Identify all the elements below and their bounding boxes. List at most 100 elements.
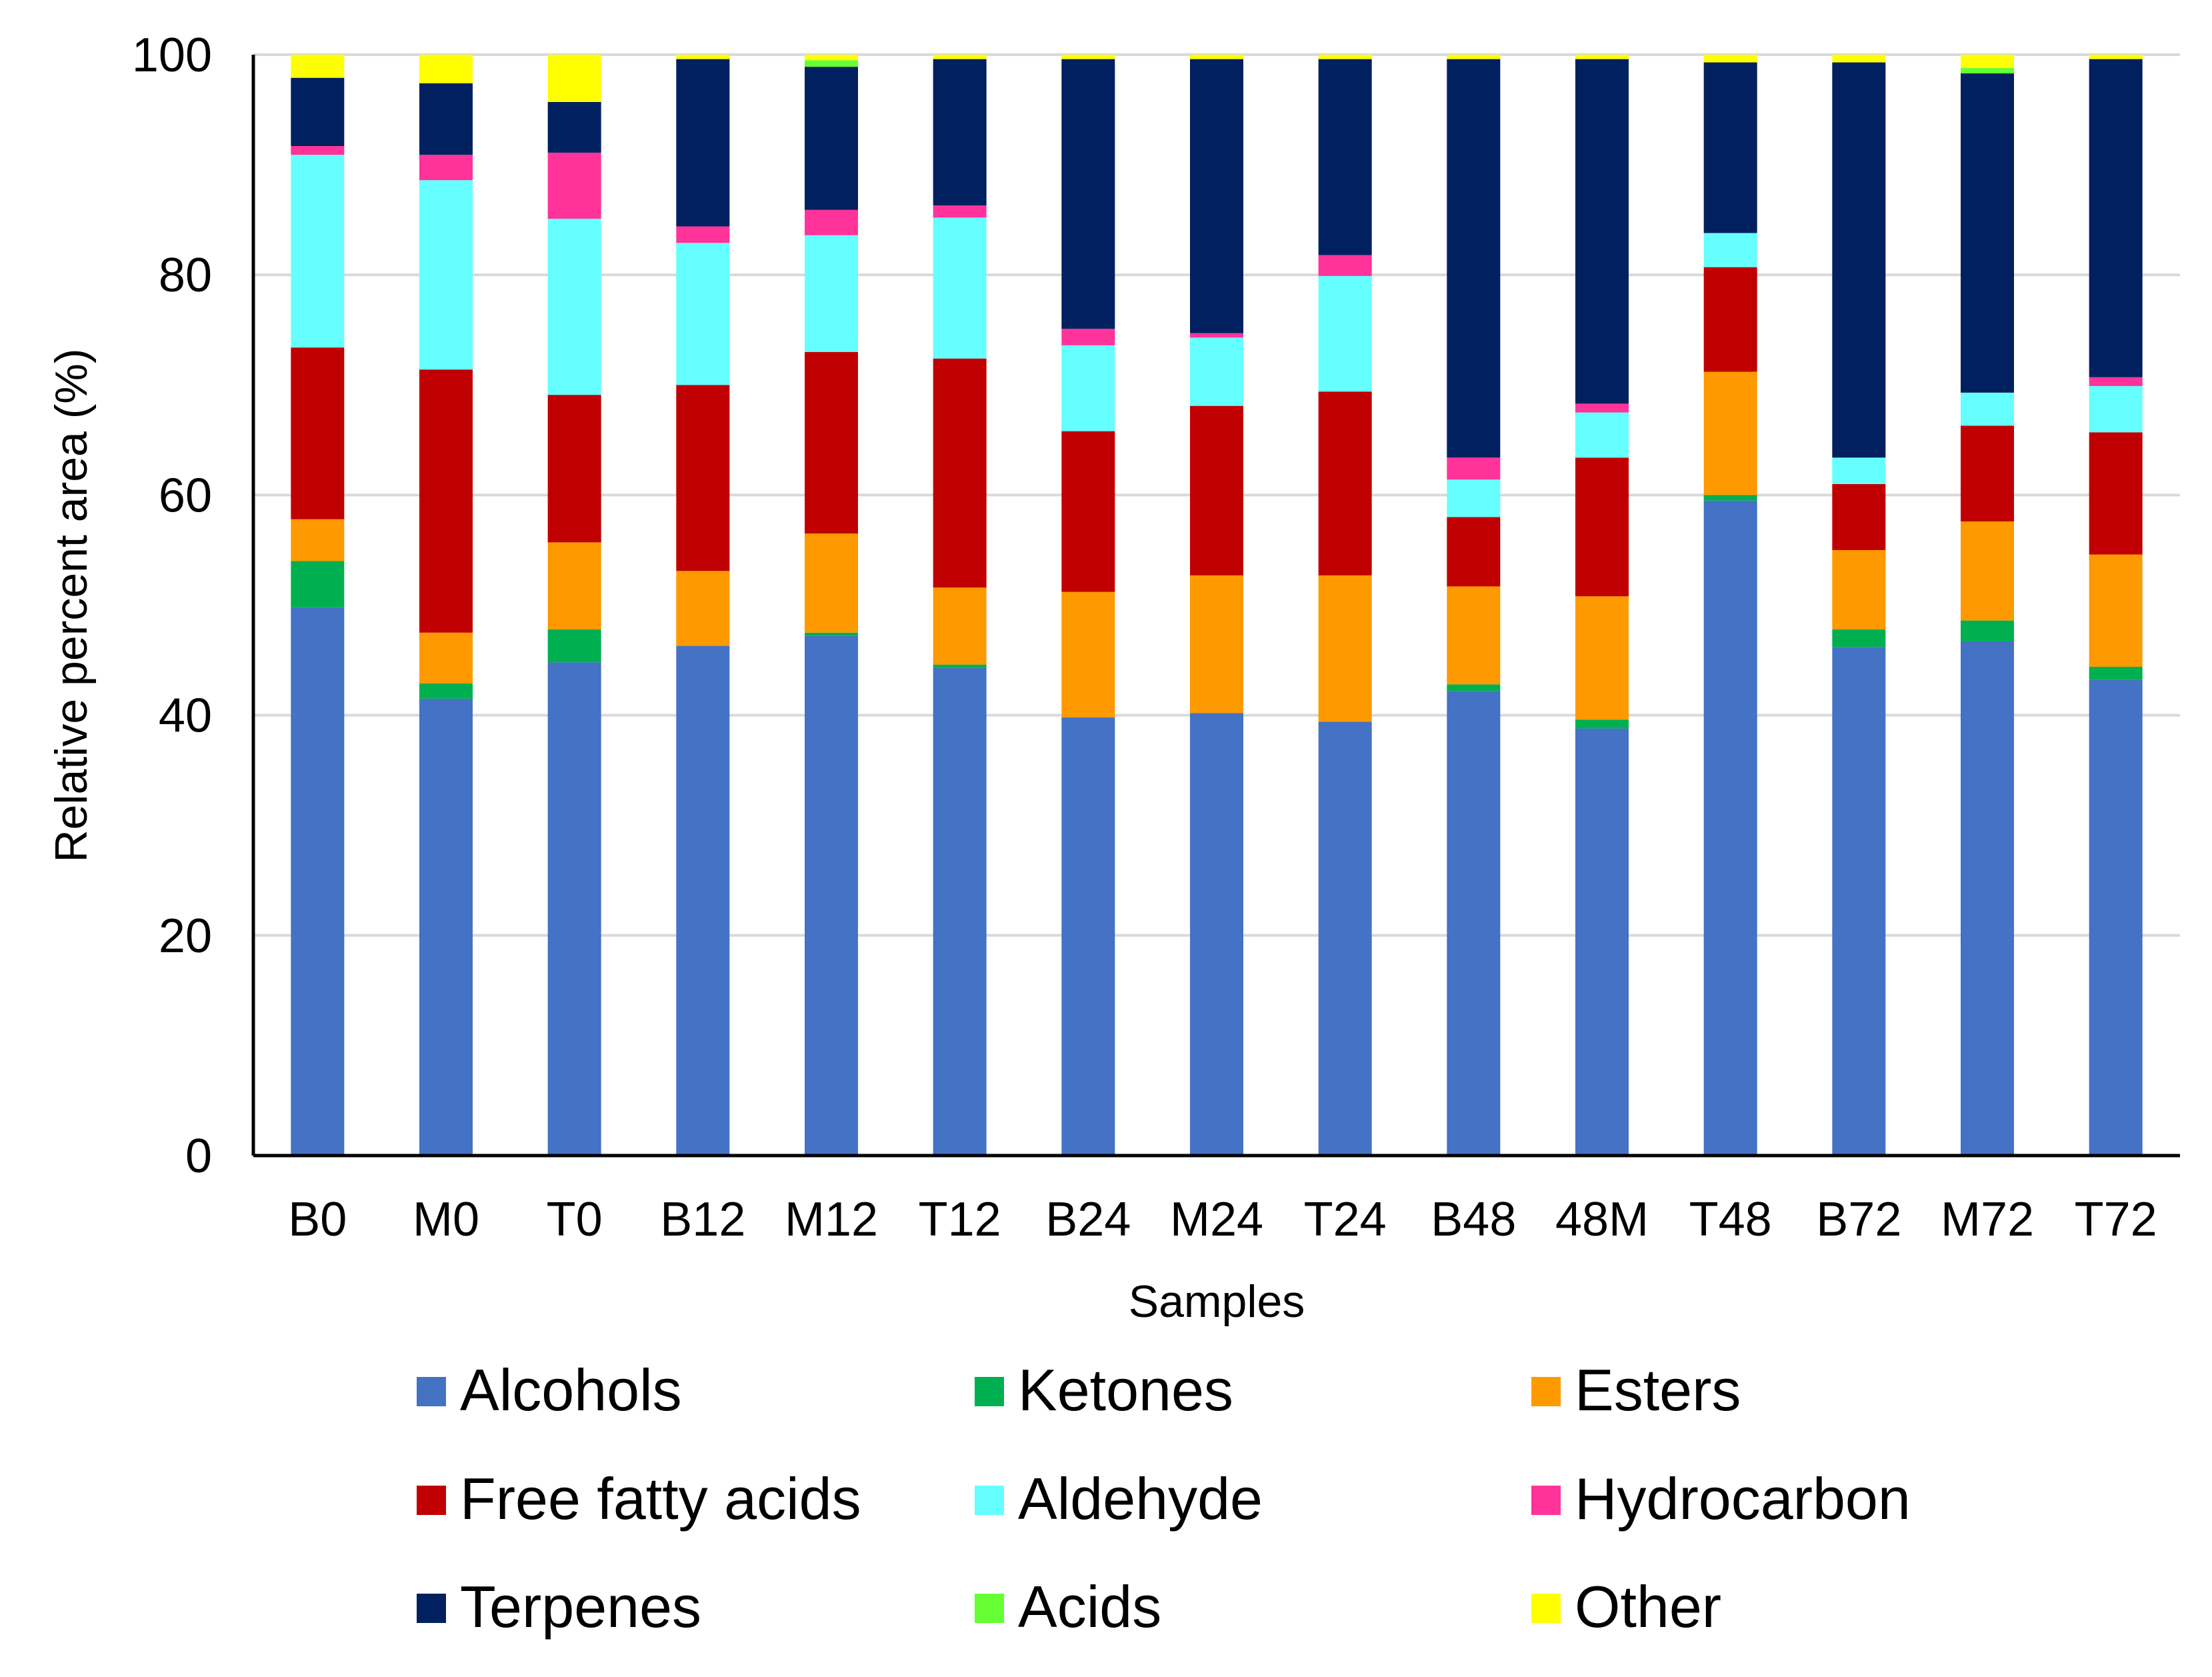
bar-segment-alcohols (805, 635, 858, 1156)
legend-swatch (417, 1486, 446, 1515)
bar-segment-terpenes (2089, 59, 2143, 377)
legend-item-terpenes: Terpenes (417, 1574, 701, 1640)
bar-segment-free-fatty-acids (676, 385, 730, 571)
bar-segment-aldehyde (1318, 275, 1372, 392)
bar-segment-other (1190, 55, 1243, 59)
bar-segment-esters (676, 571, 730, 646)
bar-stack-m0 (419, 55, 473, 1156)
bar-segment-hydrocarbon (676, 226, 730, 243)
bar-segment-alcohols (291, 607, 345, 1156)
bar-segment-other (419, 55, 473, 83)
bar-segment-acids (1961, 67, 2014, 74)
legend-swatch (1531, 1486, 1561, 1515)
bar-segment-ketones (1832, 629, 1886, 647)
legend-label: Alcohols (460, 1357, 682, 1423)
bar-segment-free-fatty-acids (1832, 483, 1886, 550)
bar-segment-other (1061, 55, 1115, 59)
bar-segment-other (1832, 55, 1886, 63)
bar-segment-esters (1190, 575, 1243, 713)
legend-item-ketones: Ketones (975, 1357, 1233, 1423)
bar-stack-b72 (1832, 55, 1886, 1156)
bar-segment-hydrocarbon (547, 152, 601, 219)
bar-segment-aldehyde (933, 217, 987, 359)
bar-segment-alcohols (1961, 641, 2014, 1156)
bar-stack-b24 (1061, 55, 1115, 1156)
legend-item-acids: Acids (975, 1574, 1161, 1640)
bar-segment-acids (805, 60, 858, 67)
bar-segment-terpenes (1575, 59, 1629, 404)
bar-segment-other (547, 55, 601, 102)
bar-segment-ketones (1703, 495, 1757, 501)
bar-segment-esters (547, 542, 601, 629)
bar-segment-hydrocarbon (419, 155, 473, 181)
legend-label: Aldehyde (1018, 1466, 1263, 1532)
bar-segment-esters (1575, 596, 1629, 720)
legend-swatch (975, 1377, 1004, 1406)
bar-segment-hydrocarbon (1190, 333, 1243, 338)
bar-segment-other (1318, 55, 1372, 59)
bar-segment-other (1703, 55, 1757, 63)
legend-item-aldehyde: Aldehyde (975, 1466, 1263, 1532)
y-tick-label: 20 (159, 910, 212, 963)
x-tick-label: M12 (785, 1193, 878, 1246)
bar-segment-free-fatty-acids (805, 351, 858, 534)
bar-segment-terpenes (1447, 59, 1501, 458)
x-tick-label: B0 (288, 1193, 347, 1246)
bar-segment-aldehyde (419, 180, 473, 370)
bar-segment-aldehyde (1061, 345, 1115, 431)
bar-segment-terpenes (933, 59, 987, 206)
bar-segment-hydrocarbon (291, 146, 345, 155)
bar-segment-alcohols (1575, 728, 1629, 1156)
x-tick-label: T24 (1304, 1193, 1387, 1246)
x-tick-label: T72 (2075, 1193, 2157, 1246)
bar-segment-hydrocarbon (1318, 255, 1372, 276)
bar-segment-aldehyde (1832, 457, 1886, 484)
bar-segment-aldehyde (1447, 479, 1501, 517)
legend-label: Free fatty acids (460, 1466, 861, 1532)
x-tick-label: 48M (1555, 1193, 1649, 1246)
bar-segment-free-fatty-acids (1961, 425, 2014, 522)
bar-segment-other (676, 55, 730, 59)
bar-segment-terpenes (1318, 59, 1372, 255)
bar-segment-hydrocarbon (1061, 329, 1115, 345)
bar-segment-terpenes (1832, 62, 1886, 458)
bar-stack-t12 (933, 55, 987, 1156)
bar-segment-ketones (1447, 684, 1501, 691)
bar-segment-other (1961, 55, 2014, 68)
legend-label: Esters (1575, 1357, 1741, 1423)
bar-segment-aldehyde (1575, 412, 1629, 458)
bar-segment-hydrocarbon (2089, 377, 2143, 386)
legend-label: Ketones (1018, 1357, 1233, 1423)
bar-segment-alcohols (676, 645, 730, 1156)
bar-segment-hydrocarbon (933, 205, 987, 218)
legend: Alcohols Ketones Esters Free fatty acids Ald… (417, 1357, 1911, 1640)
x-tick-label: B24 (1045, 1193, 1131, 1246)
bar-segment-aldehyde (1703, 233, 1757, 267)
bar-segment-esters (1061, 591, 1115, 717)
bar-segment-ketones (1575, 719, 1629, 729)
bar-segment-free-fatty-acids (1061, 431, 1115, 592)
bar-stack-m24 (1190, 55, 1243, 1156)
bar-segment-terpenes (1961, 73, 2014, 393)
bar-stack-b48 (1447, 55, 1501, 1156)
bars (291, 55, 2143, 1156)
bar-segment-ketones (547, 629, 601, 663)
bar-stack-m72 (1961, 55, 2014, 1156)
x-tick-label: T48 (1689, 1193, 1772, 1246)
bar-segment-alcohols (933, 667, 987, 1156)
legend-item-free-fatty-acids: Free fatty acids (417, 1466, 861, 1532)
bar-segment-free-fatty-acids (547, 395, 601, 543)
legend-label: Other (1575, 1574, 1721, 1640)
y-tick-label: 0 (185, 1130, 212, 1183)
legend-swatch (417, 1377, 446, 1406)
bar-stack-b12 (676, 55, 730, 1156)
bar-segment-ketones (805, 632, 858, 636)
bar-segment-esters (1832, 549, 1886, 629)
bar-segment-esters (933, 587, 987, 665)
bar-segment-alcohols (2089, 679, 2143, 1156)
x-tick-label: T12 (919, 1193, 1001, 1246)
bar-segment-esters (805, 533, 858, 633)
bar-segment-terpenes (547, 101, 601, 153)
bar-segment-esters (1318, 575, 1372, 722)
